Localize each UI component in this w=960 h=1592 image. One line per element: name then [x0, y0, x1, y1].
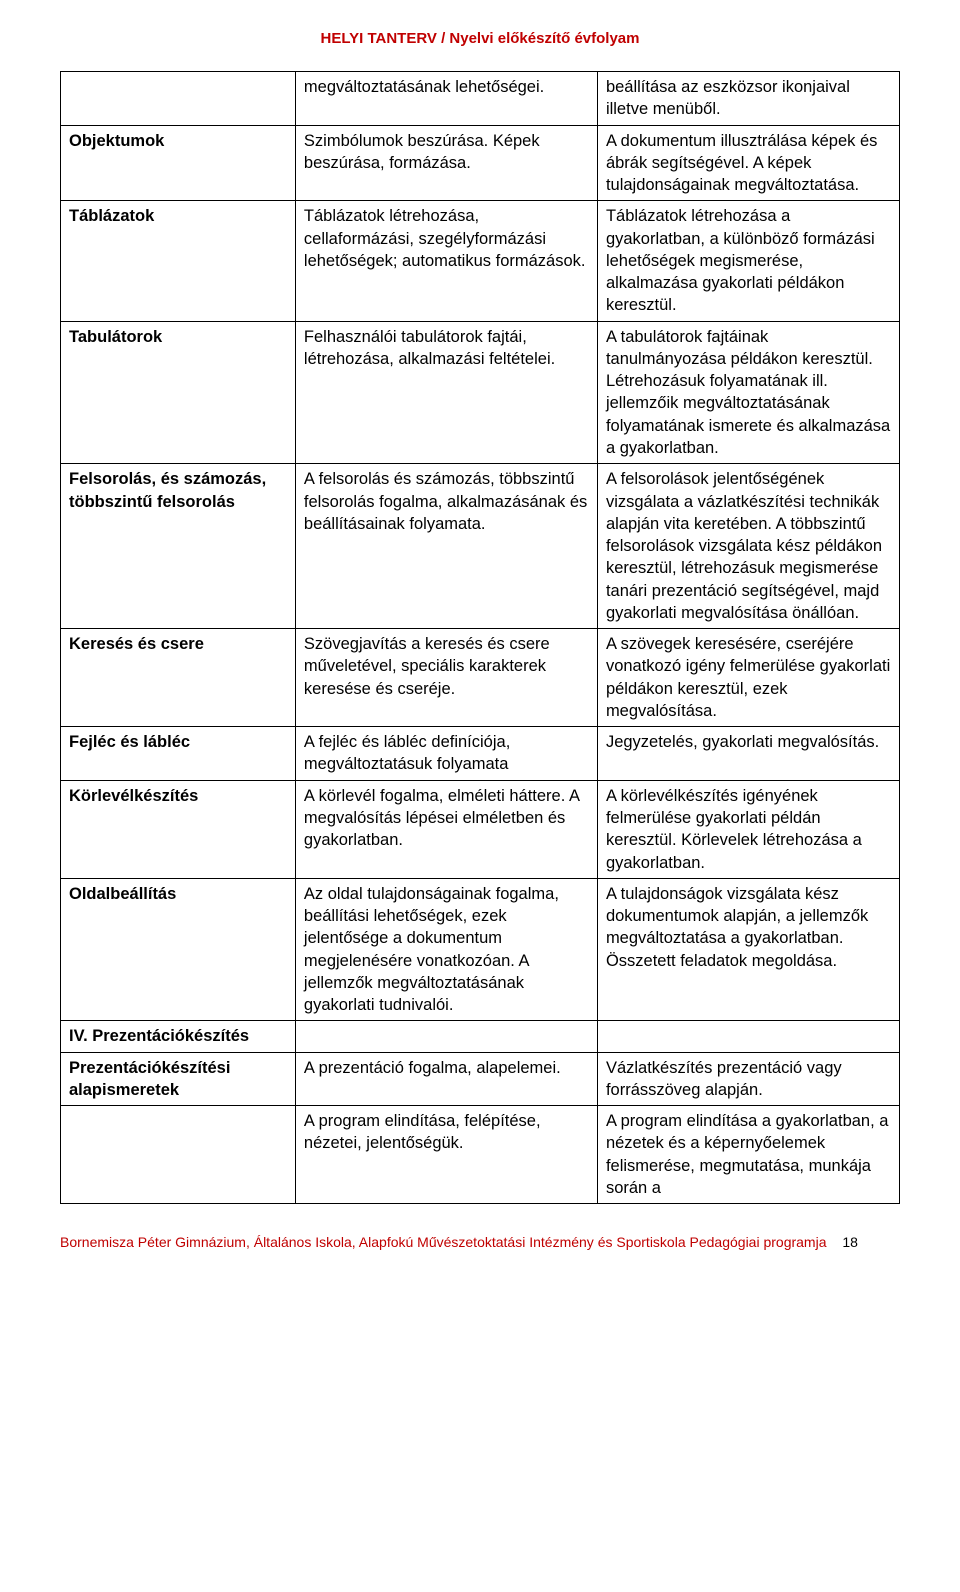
cell-topic: Táblázatok — [61, 201, 296, 321]
curriculum-table: megváltoztatásának lehetőségei.beállítás… — [60, 71, 900, 1204]
cell-content: A prezentáció fogalma, alapelemei. — [295, 1052, 597, 1106]
table-row: Keresés és csereSzövegjavítás a keresés … — [61, 629, 900, 727]
table-row: TabulátorokFelhasználói tabulátorok fajt… — [61, 321, 900, 464]
cell-activity: A felsorolások jelentőségének vizsgálata… — [597, 464, 899, 629]
table-row: TáblázatokTáblázatok létrehozása, cellaf… — [61, 201, 900, 321]
cell-content: A felsorolás és számozás, többszintű fel… — [295, 464, 597, 629]
cell-topic: Prezentációkészítési alapismeretek — [61, 1052, 296, 1106]
cell-topic: Fejléc és lábléc — [61, 727, 296, 781]
cell-content: Táblázatok létrehozása, cellaformázási, … — [295, 201, 597, 321]
cell-activity: A szövegek keresésére, cseréjére vonatko… — [597, 629, 899, 727]
header-text-left: HELYI TANTERV / — [320, 30, 445, 47]
table-row: Fejléc és láblécA fejléc és lábléc defin… — [61, 727, 900, 781]
cell-content: megváltoztatásának lehetőségei. — [295, 72, 597, 126]
cell-topic: Objektumok — [61, 125, 296, 201]
cell-content: Szimbólumok beszúrása. Képek beszúrása, … — [295, 125, 597, 201]
page-number: 18 — [842, 1234, 858, 1250]
cell-content: Szövegjavítás a keresés és csere művelet… — [295, 629, 597, 727]
cell-activity: Táblázatok létrehozása a gyakorlatban, a… — [597, 201, 899, 321]
header-text-right: Nyelvi előkészítő évfolyam — [445, 30, 639, 47]
page-header: HELYI TANTERV / Nyelvi előkészítő évfoly… — [60, 30, 900, 47]
cell-content: Felhasználói tabulátorok fajtái, létreho… — [295, 321, 597, 464]
cell-topic: Tabulátorok — [61, 321, 296, 464]
table-row: A program elindítása, felépítése, nézete… — [61, 1106, 900, 1204]
cell-activity: A tabulátorok fajtáinak tanulmányozása p… — [597, 321, 899, 464]
cell-content: A körlevél fogalma, elméleti háttere. A … — [295, 780, 597, 878]
cell-content: A program elindítása, felépítése, nézete… — [295, 1106, 597, 1204]
cell-activity: A program elindítása a gyakorlatban, a n… — [597, 1106, 899, 1204]
footer-text: Bornemisza Péter Gimnázium, Általános Is… — [60, 1234, 827, 1250]
cell-topic — [61, 72, 296, 126]
table-row: megváltoztatásának lehetőségei.beállítás… — [61, 72, 900, 126]
cell-topic: Körlevélkészítés — [61, 780, 296, 878]
cell-activity: Jegyzetelés, gyakorlati megvalósítás. — [597, 727, 899, 781]
cell-activity: beállítása az eszközsor ikonjaival illet… — [597, 72, 899, 126]
cell-content: Az oldal tulajdonságainak fogalma, beáll… — [295, 878, 597, 1021]
cell-topic: Oldalbeállítás — [61, 878, 296, 1021]
table-row: IV. Prezentációkészítés — [61, 1021, 900, 1052]
cell-topic: Keresés és csere — [61, 629, 296, 727]
cell-topic: IV. Prezentációkészítés — [61, 1021, 296, 1052]
cell-topic — [61, 1106, 296, 1204]
cell-activity: Vázlatkészítés prezentáció vagy forrássz… — [597, 1052, 899, 1106]
page-footer: Bornemisza Péter Gimnázium, Általános Is… — [60, 1234, 900, 1250]
cell-content — [295, 1021, 597, 1052]
table-row: Prezentációkészítési alapismeretekA prez… — [61, 1052, 900, 1106]
cell-activity: A dokumentum illusztrálása képek és ábrá… — [597, 125, 899, 201]
cell-activity: A tulajdonságok vizsgálata kész dokument… — [597, 878, 899, 1021]
table-row: KörlevélkészítésA körlevél fogalma, elmé… — [61, 780, 900, 878]
cell-activity — [597, 1021, 899, 1052]
cell-content: A fejléc és lábléc definíciója, megválto… — [295, 727, 597, 781]
table-row: OldalbeállításAz oldal tulajdonságainak … — [61, 878, 900, 1021]
table-row: Felsorolás, és számozás, többszintű fels… — [61, 464, 900, 629]
table-row: ObjektumokSzimbólumok beszúrása. Képek b… — [61, 125, 900, 201]
cell-topic: Felsorolás, és számozás, többszintű fels… — [61, 464, 296, 629]
cell-activity: A körlevélkészítés igényének felmerülése… — [597, 780, 899, 878]
